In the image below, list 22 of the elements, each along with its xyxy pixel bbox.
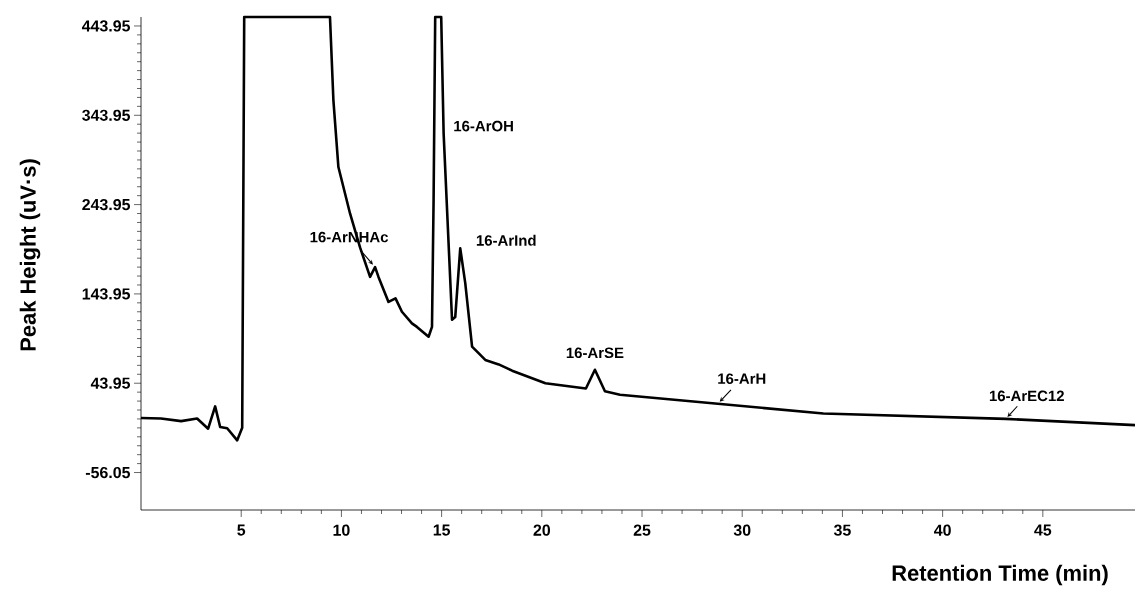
x-tick-label: 10: [333, 524, 350, 536]
y-tick-label: 343.95: [82, 109, 131, 121]
x-tick-label: 35: [833, 524, 851, 536]
annotation: 16-ArInd: [476, 234, 536, 246]
annotation: 16-ArSE: [566, 347, 624, 359]
x-tick-label: 15: [433, 524, 451, 536]
y-axis-title: Peak Height (uV·s): [19, 159, 41, 351]
y-tick-label: 243.95: [82, 198, 131, 211]
annotation: 16-ArOH: [454, 120, 513, 132]
x-tick-label: 20: [533, 524, 551, 536]
x-tick-label: 45: [1034, 524, 1052, 536]
y-tick-label: 143.95: [82, 288, 131, 300]
annotation: 16-ArEC12: [989, 390, 1064, 402]
x-tick-label: 30: [733, 524, 751, 536]
x-axis-title: Retention Time (min): [892, 564, 1108, 586]
y-tick-label: 43.95: [90, 377, 131, 389]
y-tick-label: 443.95: [81, 20, 131, 32]
x-tick-label: 40: [933, 524, 951, 536]
x-tick-label: 5: [237, 524, 246, 536]
annotation: 16-ArH: [718, 373, 766, 384]
y-tick-label: -56.05: [85, 466, 131, 479]
x-tick-label: 25: [633, 524, 651, 536]
